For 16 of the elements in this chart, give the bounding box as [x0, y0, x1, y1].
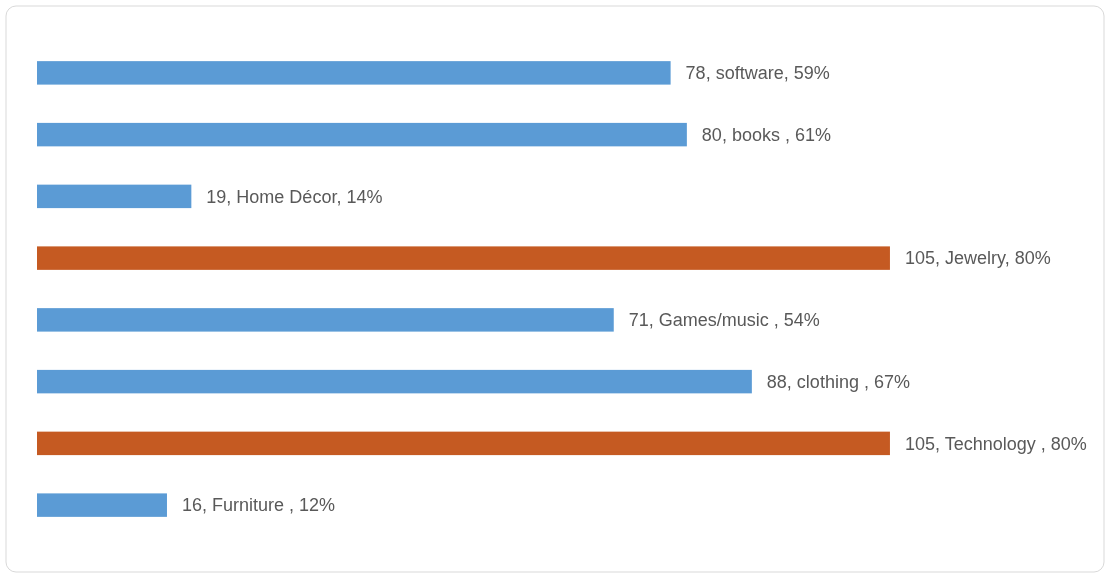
- bar: [37, 493, 167, 517]
- data-label: 105, Technology , 80%: [904, 433, 1087, 454]
- data-label: 19, Home Décor, 14%: [206, 186, 383, 207]
- bar: [37, 308, 614, 332]
- bar: [37, 184, 192, 209]
- data-label: 78, software, 59%: [685, 63, 830, 84]
- data-label: 71, Games/music , 54%: [628, 310, 820, 331]
- bar: [37, 61, 671, 85]
- data-label: 88, clothing , 67%: [766, 371, 910, 392]
- bar: [37, 431, 890, 456]
- bar: [37, 369, 752, 394]
- data-label: 16, Furniture , 12%: [181, 495, 336, 516]
- bar: [37, 122, 687, 147]
- data-label: 80, books , 61%: [701, 124, 831, 145]
- bar: [37, 246, 890, 270]
- data-label: 105, Jewelry, 80%: [904, 248, 1051, 269]
